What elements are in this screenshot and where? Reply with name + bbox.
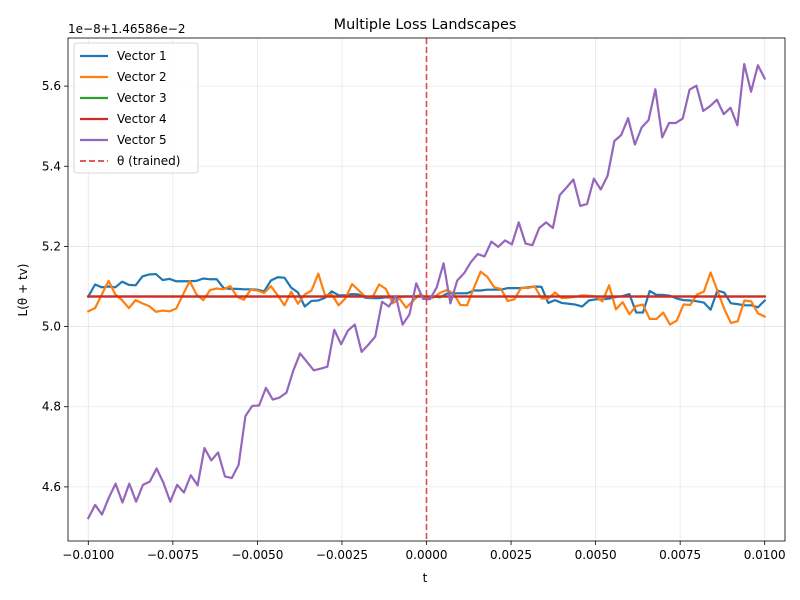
legend-vector-2-label: Vector 2 (117, 70, 167, 84)
y-tick-label: 5.0 (42, 320, 61, 334)
chart-title: Multiple Loss Landscapes (334, 17, 517, 33)
axis-ticks: −0.0100 −0.0075 −0.0050 −0.0025 0.0000 0.0025… (42, 79, 786, 562)
series-lines (86, 62, 767, 520)
x-tick-label: 0.0075 (659, 548, 701, 562)
x-tick-label: 0.0025 (490, 548, 532, 562)
x-tick-label: −0.0050 (231, 548, 283, 562)
x-tick-label: 0.0100 (744, 548, 786, 562)
legend-vector-4-label: Vector 4 (117, 112, 167, 126)
x-tick-label: −0.0025 (316, 548, 368, 562)
x-tick-label: −0.0075 (147, 548, 199, 562)
y-axis-label: L(θ + tv) (16, 264, 30, 317)
legend-vector-3-label: Vector 3 (117, 91, 167, 105)
x-tick-label: −0.0100 (62, 548, 114, 562)
legend: Vector 1 Vector 2 Vector 3 Vector 4 Vector 5… (73, 42, 199, 174)
legend-vector-1-label: Vector 1 (117, 49, 167, 63)
x-axis-label: t (423, 571, 428, 585)
y-tick-label: 5.2 (42, 239, 61, 253)
y-tick-label: 4.6 (42, 480, 61, 494)
x-tick-label: 0.0000 (406, 548, 448, 562)
legend-trained-label: θ (trained) (117, 154, 180, 168)
y-tick-label: 4.8 (42, 400, 61, 414)
x-tick-label: 0.0050 (575, 548, 617, 562)
y-tick-label: 5.4 (42, 159, 61, 173)
legend-vector-5-label: Vector 5 (117, 133, 167, 147)
y-tick-label: 5.6 (42, 79, 61, 93)
y-axis-offset-text: 1e−8+1.46586e−2 (68, 22, 185, 36)
